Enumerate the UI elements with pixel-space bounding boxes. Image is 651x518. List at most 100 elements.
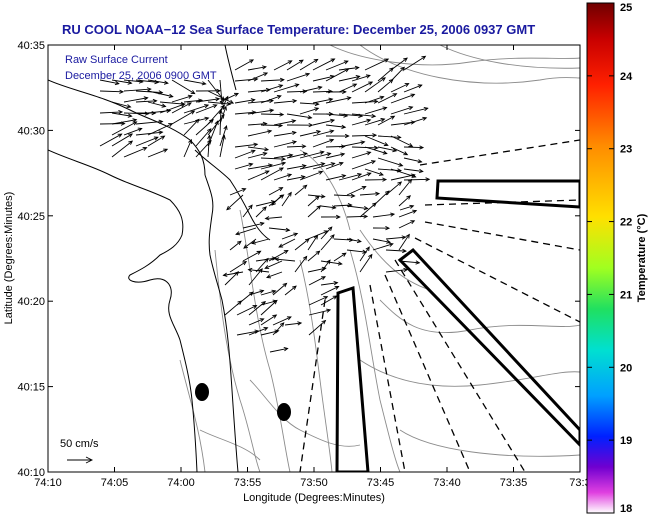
current-vector [260, 314, 278, 326]
current-vector [135, 110, 157, 116]
current-vector [147, 135, 166, 147]
current-vector [260, 123, 284, 128]
current-vector [111, 118, 138, 125]
y-tick-label: 40:10 [17, 467, 45, 479]
current-vector [273, 173, 293, 181]
x-tick-label: 73:50 [300, 477, 328, 489]
current-vector [281, 191, 292, 207]
current-vector [390, 135, 414, 147]
current-vector [338, 65, 360, 71]
current-vector [135, 136, 159, 147]
current-vector [325, 174, 347, 181]
current-vector [286, 152, 308, 159]
current-vector [294, 184, 308, 196]
x-tick-label: 73:45 [367, 477, 395, 489]
current-vector [234, 162, 254, 170]
current-vector [398, 220, 416, 229]
colorbar-tick-label: 18 [620, 503, 632, 515]
current-vector [281, 232, 299, 240]
current-vector [207, 134, 212, 158]
current-vector [273, 140, 298, 148]
current-vector [219, 95, 229, 114]
current-vector [325, 161, 344, 170]
x-tick-label: 74:10 [34, 477, 62, 489]
current-vector [364, 58, 390, 71]
current-vector [307, 250, 321, 262]
current-vector [338, 75, 361, 82]
velocity-scale: 50 cm/s [60, 438, 99, 464]
current-vector [346, 185, 367, 196]
colorbar-tick-label: 23 [620, 144, 632, 156]
y-tick-label: 40:15 [17, 382, 45, 394]
colorbar-tick-label: 20 [620, 362, 632, 374]
current-vector [273, 60, 293, 71]
current-vector [219, 105, 227, 125]
current-vector [403, 157, 423, 164]
current-vector [307, 205, 322, 218]
overlay-title: Raw Surface Current [65, 54, 168, 66]
current-vector [251, 238, 270, 245]
y-axis-label: Latitude (Degrees:Minutes) [3, 192, 15, 325]
current-vector [333, 252, 347, 262]
current-vector [260, 77, 285, 83]
current-vector [325, 124, 347, 129]
current-vector [247, 151, 268, 159]
current-vector [403, 106, 429, 115]
current-vector [171, 110, 196, 125]
x-tick-label: 73:55 [234, 477, 262, 489]
current-vector [111, 140, 134, 158]
current-vector [351, 118, 372, 126]
current-vector [183, 138, 193, 158]
current-vector [390, 93, 416, 104]
current-vector [268, 227, 291, 233]
current-vector [403, 55, 427, 71]
current-vector [325, 152, 346, 159]
current-vector [111, 133, 134, 147]
current-vector [299, 85, 323, 93]
current-vector [364, 106, 388, 115]
current-vector [299, 150, 325, 159]
current-vector [269, 346, 289, 353]
current-vector [312, 162, 336, 170]
current-vector [218, 109, 223, 136]
current-vector [320, 281, 339, 286]
current-vector [147, 148, 169, 158]
axis-ticks: 74:10 74:05 74:00 73:55 73:50 73:45 73:40 73:35… [17, 40, 590, 489]
current-vector [364, 77, 386, 93]
current-vector [242, 250, 262, 262]
current-vector [234, 59, 255, 71]
current-vector [260, 94, 282, 104]
current-vector [320, 259, 331, 273]
current-vector [260, 289, 277, 296]
coastline [48, 45, 271, 472]
colorbar-tick-label: 21 [620, 289, 632, 301]
current-vector [364, 168, 384, 176]
current-vector [260, 299, 278, 316]
current-vector [398, 195, 411, 207]
colorbar-tick-label: 22 [620, 217, 632, 229]
dashed-shipping-lanes [299, 139, 580, 472]
current-vector [195, 118, 214, 136]
current-vector [351, 113, 377, 119]
current-vector [147, 79, 169, 85]
current-vector [286, 164, 307, 170]
current-vector [147, 90, 174, 98]
current-vector [248, 289, 265, 296]
current-vector [307, 194, 326, 199]
current-vector [234, 149, 256, 159]
current-vector [299, 130, 322, 137]
x-tick-label: 73:3 [569, 477, 590, 489]
current-vector [312, 152, 332, 159]
current-vector [248, 327, 269, 336]
current-vector [235, 227, 257, 236]
current-vector [286, 175, 306, 181]
current-vector [325, 60, 349, 71]
current-vector [195, 128, 212, 147]
current-vector [247, 72, 269, 82]
current-vector [372, 242, 394, 251]
colorbar-tick-label: 19 [620, 435, 632, 447]
current-vector [385, 267, 409, 273]
current-vector [351, 81, 374, 93]
current-vector [260, 161, 287, 170]
current-vector [372, 238, 392, 244]
